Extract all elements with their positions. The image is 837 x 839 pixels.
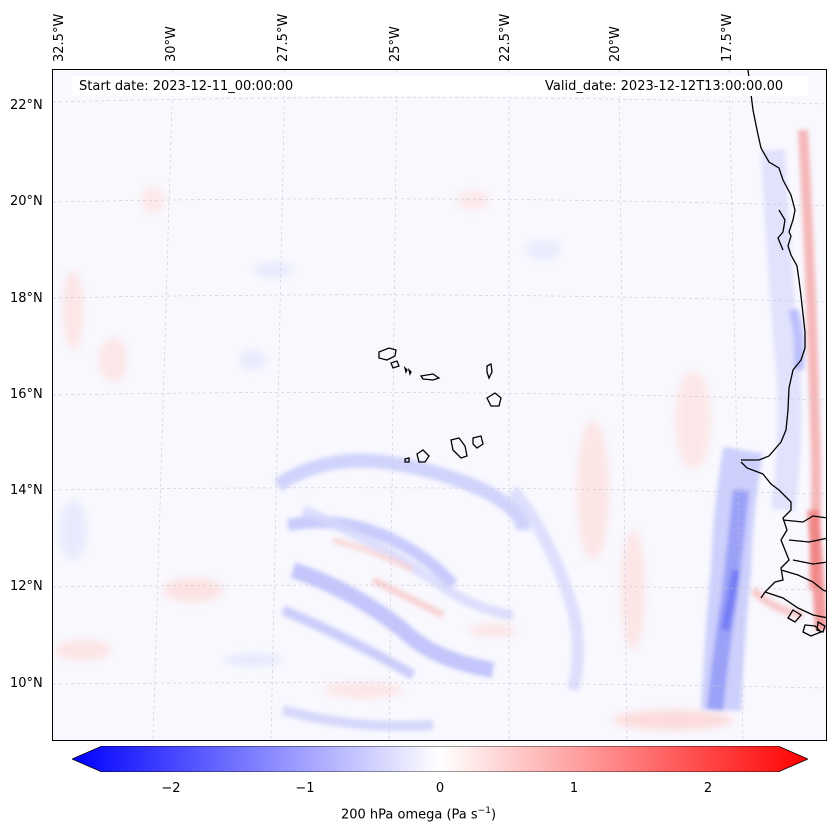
colorbar-label-close: ): [490, 807, 497, 823]
omega-ascent-bands: [274, 453, 584, 731]
colorbar-tick-neg2: −2: [161, 781, 181, 796]
colorbar-label: 200 hPa omega (Pa s−1): [0, 806, 837, 822]
colorbar-label-main: 200 hPa omega (Pa s: [340, 807, 478, 823]
date-info-bar: [72, 76, 808, 96]
lon-label-20w: 20°W: [608, 26, 623, 62]
lat-label-18n: 18°N: [10, 291, 43, 306]
lat-label-20n: 20°N: [10, 194, 43, 209]
colorbar: [72, 746, 808, 772]
valid-date-label: Valid_date: 2023-12-12T13:00:00.00: [545, 79, 784, 94]
lat-label-10n: 10°N: [10, 676, 43, 691]
colorbar-tick-neg1: −1: [295, 781, 315, 796]
map-panel: [52, 69, 827, 741]
colorbar-tick-0: 0: [435, 781, 445, 796]
omega-field-map: [53, 70, 826, 740]
lon-label-27-5w: 27.5°W: [276, 13, 291, 62]
colorbar-gradient: [72, 746, 808, 772]
lon-label-32-5w: 32.5°W: [52, 13, 67, 62]
lon-label-22-5w: 22.5°W: [498, 13, 513, 62]
colorbar-tick-2: 2: [703, 781, 713, 796]
lat-label-16n: 16°N: [10, 387, 43, 402]
omega-weak-patches: [55, 186, 733, 730]
cape-verde-islands: [378, 347, 502, 463]
coastline: [740, 70, 826, 637]
coastal-ascent-band: [701, 129, 826, 711]
lon-label-30w: 30°W: [164, 26, 179, 62]
colorbar-tick-1: 1: [569, 781, 579, 796]
lon-label-25w: 25°W: [388, 26, 403, 62]
lat-label-12n: 12°N: [10, 579, 43, 594]
lat-label-14n: 14°N: [10, 483, 43, 498]
start-date-label: Start date: 2023-12-11_00:00:00: [79, 79, 294, 94]
colorbar-label-exponent: −1: [477, 806, 491, 816]
graticule: [53, 70, 826, 740]
lon-label-17-5w: 17.5°W: [720, 13, 735, 62]
lat-label-22n: 22°N: [10, 98, 43, 113]
